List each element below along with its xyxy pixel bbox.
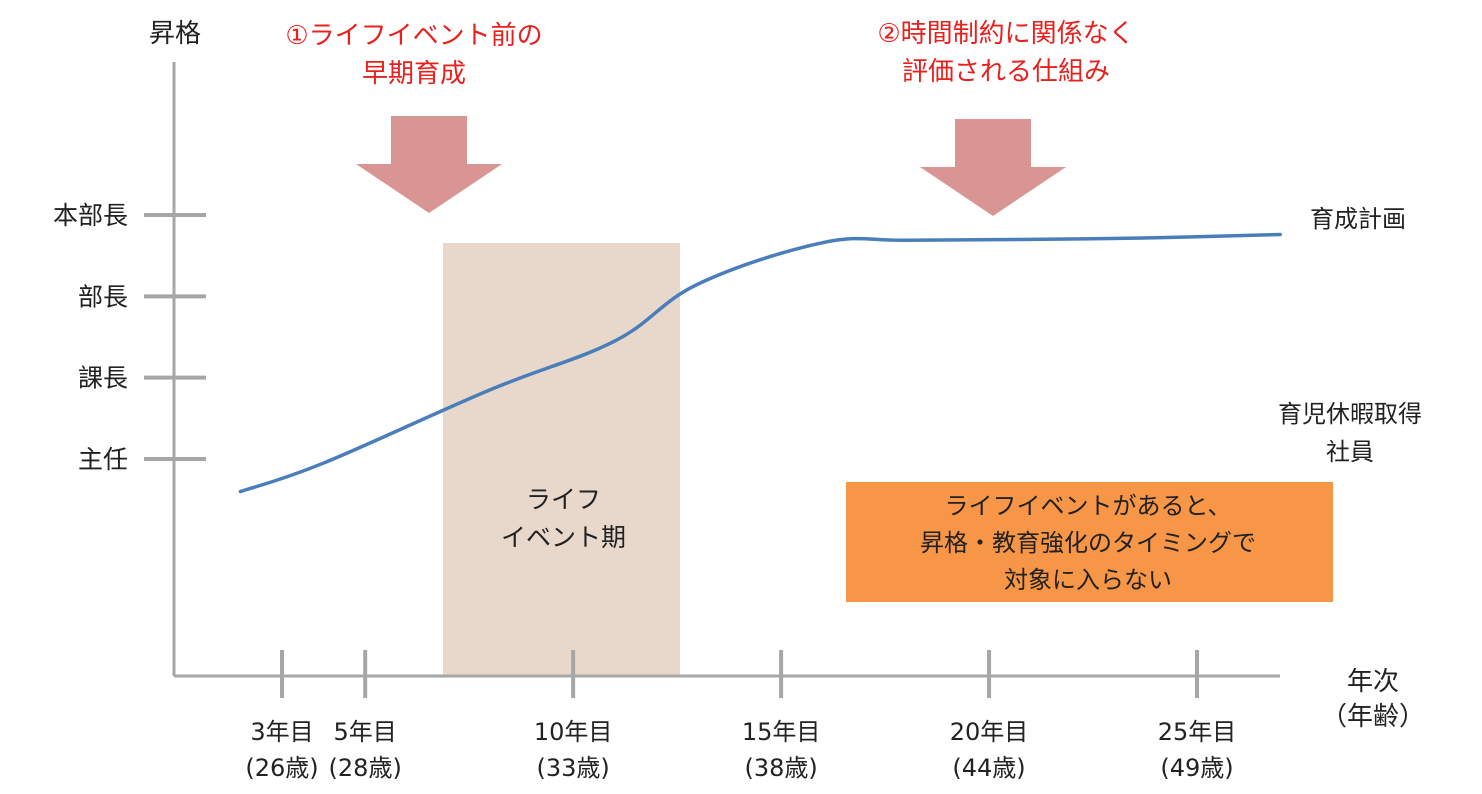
y-axis-title: 昇格 <box>149 19 201 49</box>
annotation-0-line-1: 早期育成 <box>362 59 466 89</box>
annotation-1-line-1: 評価される仕組み <box>902 57 1110 87</box>
y-tick-label-2: 部長 <box>78 282 128 311</box>
series-layer <box>238 232 1282 494</box>
arrow-early-development <box>356 116 502 213</box>
life-event-label-line-1: イベント期 <box>501 523 626 552</box>
x-axis-title: 年次 <box>1347 667 1399 697</box>
callout-line-0: ライフイベントがあると、 <box>944 492 1231 520</box>
background-layer <box>356 116 1333 676</box>
x-tick-sublabel-3: (38歳) <box>744 754 817 782</box>
series-note-line-1: 社員 <box>1326 438 1374 466</box>
x-tick-label-3: 15年目 <box>742 718 821 746</box>
life-event-region <box>443 243 680 676</box>
callout-line-2: 対象に入らない <box>1004 566 1172 594</box>
x-tick-label-2: 10年目 <box>534 718 613 746</box>
series-line-0 <box>238 232 1282 494</box>
x-tick-label-5: 25年目 <box>1158 718 1237 746</box>
x-tick-sublabel-2: (33歳) <box>537 754 610 782</box>
x-tick-label-1: 5年目 <box>334 718 397 746</box>
x-tick-sublabel-5: (49歳) <box>1160 754 1233 782</box>
series-label-0: 育成計画 <box>1310 205 1406 233</box>
callout-box <box>846 482 1333 602</box>
x-tick-label-0: 3年目 <box>250 718 313 746</box>
y-tick-label-0: 主任 <box>78 445 128 474</box>
callout-line-1: 昇格・教育強化のタイミングで <box>920 529 1256 557</box>
text-layer: 主任 課長 部長 本部長 3年目 (26歳) 5年目 (28歳) 10年目 (33歳) 15年目 (3… <box>53 19 1425 782</box>
series-note-line-0: 育児休暇取得 <box>1278 400 1422 428</box>
x-tick-sublabel-1: (28歳) <box>329 754 402 782</box>
annotation-1-line-0: ②時間制約に関係なく <box>877 19 1134 49</box>
annotation-0-line-0: ①ライフイベント前の <box>285 21 542 51</box>
y-tick-label-1: 課長 <box>78 364 128 393</box>
x-tick-sublabel-4: (44歳) <box>952 754 1025 782</box>
life-event-label-line-0: ライフ <box>526 485 601 514</box>
axes-layer <box>144 62 1280 698</box>
x-tick-label-4: 20年目 <box>950 718 1029 746</box>
x-axis-subtitle: （年齢） <box>1321 702 1425 732</box>
y-tick-label-3: 本部長 <box>53 201 128 230</box>
x-tick-sublabel-0: (26歳) <box>245 754 318 782</box>
arrow-time-independent-evaluation <box>920 119 1066 216</box>
